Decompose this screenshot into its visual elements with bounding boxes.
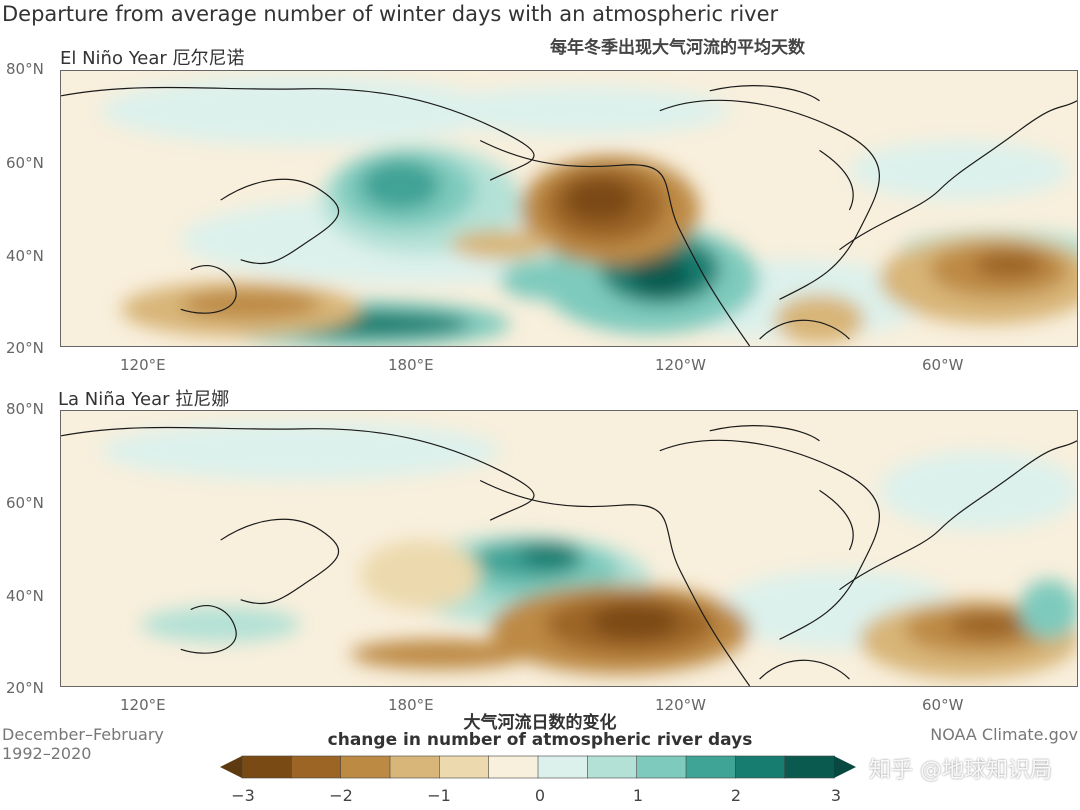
lon-label-180e-top: 180°E [388, 356, 434, 374]
zhihu-watermark: 知乎 @地球知识局 [869, 758, 1052, 783]
lat-label-40n-top: 40°N [6, 247, 44, 265]
colorbar-tick-minus2: −2 [329, 786, 353, 805]
lat-label-40n-bottom: 40°N [6, 587, 44, 605]
colorbar-segment [587, 755, 638, 779]
lon-label-120w-top: 120°W [655, 356, 706, 374]
lon-label-60w-bottom: 60°W [922, 696, 964, 714]
colorbar-arrow-left [220, 756, 242, 778]
figure-title: Departure from average number of winter … [2, 2, 779, 26]
colorbar-tick-2: 2 [730, 786, 742, 805]
period-note: December–February 1992–2020 [2, 725, 164, 763]
lat-label-80n-top: 80°N [6, 60, 44, 78]
colorbar-title-english: change in number of atmospheric river da… [327, 730, 753, 750]
lon-label-120e-bottom: 120°E [120, 696, 166, 714]
el-nino-anomaly-map [60, 70, 1078, 347]
colorbar-tick-minus3: −3 [231, 786, 255, 805]
colorbar-segment [340, 755, 391, 779]
figure-subtitle-chinese: 每年冬季出现大气河流的平均天数 [550, 38, 805, 58]
colorbar-segment [291, 755, 342, 779]
colorbar-segment [488, 755, 539, 779]
colorbar-segment [784, 755, 835, 779]
lat-label-80n-bottom: 80°N [6, 400, 44, 418]
el-nino-panel-label: El Niño Year 厄尔尼诺 [60, 48, 245, 69]
colorbar-tick-minus1: −1 [427, 786, 451, 805]
la-nina-anomaly-map [60, 410, 1078, 687]
colorbar-arrow-right [834, 756, 856, 778]
la-nina-panel-label: La Niña Year 拉尼娜 [58, 389, 230, 410]
lon-label-120e-top: 120°E [120, 356, 166, 374]
colorbar-segment [537, 755, 589, 779]
colorbar-segment [636, 755, 687, 779]
colorbar-segment [685, 755, 737, 779]
lat-label-20n-top: 20°N [6, 339, 44, 357]
lon-label-180e-bottom: 180°E [388, 696, 434, 714]
colorbar-tick-1: 1 [632, 786, 644, 805]
lat-label-60n-bottom: 60°N [6, 494, 44, 512]
source-credit: NOAA Climate.gov [930, 725, 1078, 744]
period-months: December–February [2, 725, 164, 744]
colorbar-segment [439, 755, 490, 779]
colorbar-tick-0: 0 [534, 786, 546, 805]
lat-label-60n-top: 60°N [6, 154, 44, 172]
colorbar-title-chinese: 大气河流日数的变化 [463, 713, 617, 733]
period-years: 1992–2020 [2, 744, 92, 763]
colorbar-segment [241, 755, 293, 779]
colorbar [220, 755, 856, 779]
lon-label-120w-bottom: 120°W [655, 696, 706, 714]
colorbar-tick-3: 3 [830, 786, 842, 805]
lon-label-60w-top: 60°W [922, 356, 964, 374]
lat-label-20n-bottom: 20°N [6, 679, 44, 697]
colorbar-segment [735, 755, 786, 779]
colorbar-segment [389, 755, 441, 779]
